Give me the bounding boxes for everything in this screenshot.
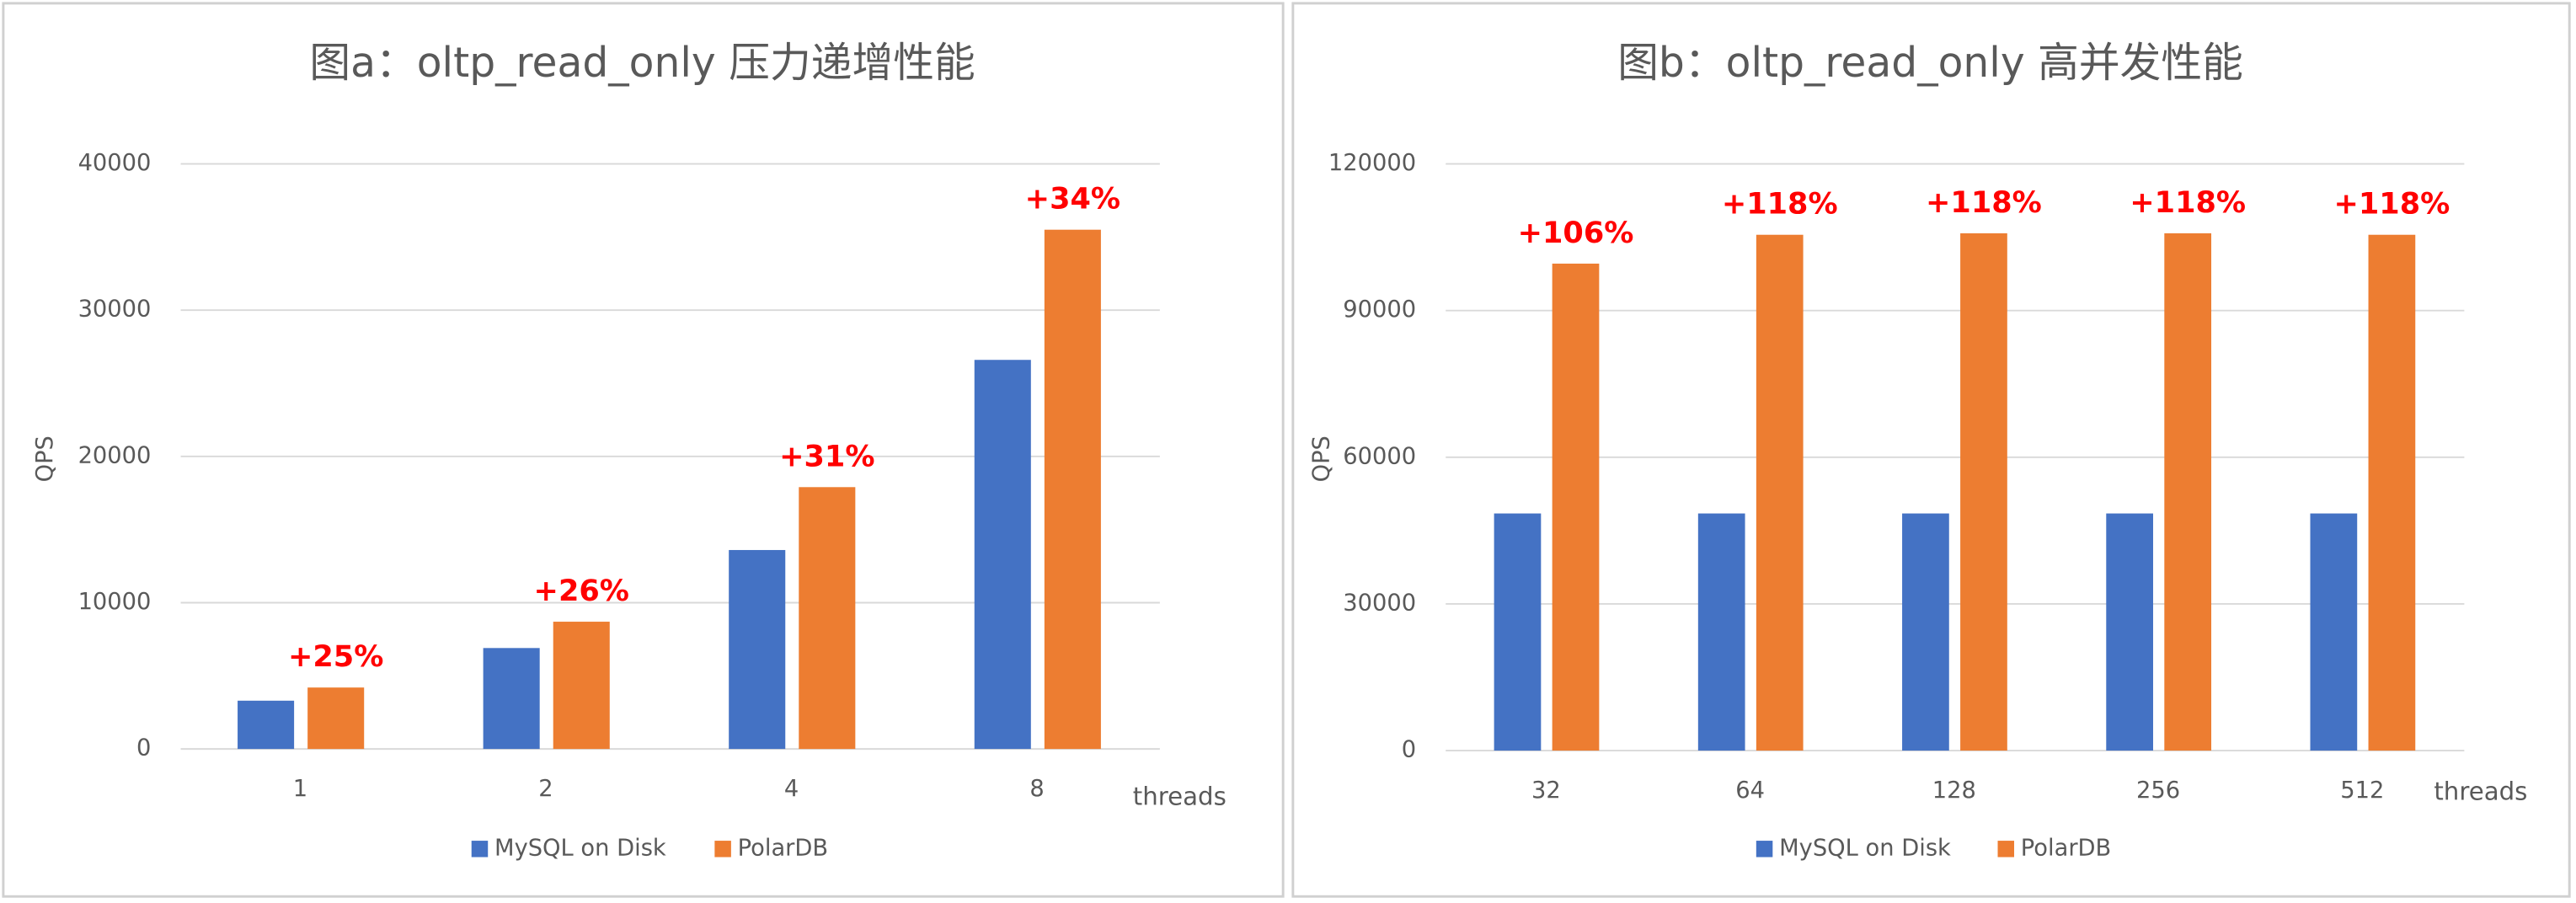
y-tick-label: 60000 — [1343, 443, 1416, 469]
bar — [1552, 263, 1600, 751]
bar — [2368, 234, 2416, 751]
bar — [553, 622, 610, 750]
legend-swatch — [1997, 841, 2015, 858]
annotation: +118% — [1722, 187, 1838, 222]
bar — [1044, 229, 1101, 750]
bar — [1960, 232, 2007, 751]
x-tick-label: 32 — [1531, 777, 1561, 804]
y-tick-label: 90000 — [1343, 297, 1416, 323]
x-tick-label: 1 — [293, 776, 307, 802]
y-tick-label: 10000 — [78, 589, 152, 615]
bar — [729, 549, 786, 750]
bar — [238, 700, 295, 750]
y-tick-label: 120000 — [1328, 150, 1416, 176]
annotation: +25% — [288, 639, 383, 674]
bar — [1756, 234, 1804, 751]
bar — [799, 487, 856, 750]
x-tick-label: 256 — [2136, 777, 2180, 804]
y-tick-label: 40000 — [78, 150, 152, 176]
bar — [483, 648, 540, 750]
legend-label: MySQL on Disk — [1779, 835, 1951, 861]
legend-swatch — [1756, 841, 1773, 858]
annotation: +118% — [2333, 187, 2450, 222]
annotation: +106% — [1518, 216, 1634, 250]
bar — [1902, 513, 1949, 751]
annotation: +31% — [779, 439, 874, 473]
x-tick-label: 4 — [784, 776, 799, 802]
legend-swatch — [471, 841, 489, 858]
y-axis-label: QPS — [32, 435, 58, 482]
x-tick-label: 64 — [1735, 777, 1765, 804]
y-axis-label: QPS — [1308, 435, 1334, 482]
x-tick-label: 512 — [2340, 777, 2384, 804]
annotation: +118% — [1926, 185, 2042, 220]
y-tick-label: 0 — [136, 735, 151, 761]
annotation: +34% — [1025, 182, 1120, 216]
bar — [974, 360, 1031, 750]
legend-label: PolarDB — [738, 835, 828, 861]
annotation: +118% — [2130, 185, 2246, 220]
bar — [307, 687, 365, 750]
bar — [1494, 513, 1542, 751]
x-axis-label: threads — [2434, 777, 2527, 806]
chart-title: 图a：oltp_read_only 压力递增性能 — [309, 40, 975, 87]
y-tick-label: 30000 — [78, 297, 152, 323]
x-axis-label: threads — [1133, 783, 1227, 811]
bar — [2106, 513, 2153, 751]
x-tick-label: 8 — [1029, 776, 1044, 802]
legend-label: PolarDB — [2021, 835, 2111, 861]
bar — [2164, 232, 2212, 751]
bar — [2310, 513, 2358, 751]
chart-title: 图b：oltp_read_only 高并发性能 — [1617, 40, 2243, 87]
legend-label: MySQL on Disk — [494, 835, 666, 861]
y-tick-label: 30000 — [1343, 590, 1416, 616]
y-tick-label: 20000 — [78, 442, 152, 468]
x-tick-label: 128 — [1932, 777, 1976, 804]
annotation: +26% — [534, 574, 629, 608]
y-tick-label: 0 — [1402, 737, 1416, 763]
legend-swatch — [714, 841, 731, 858]
x-tick-label: 2 — [538, 776, 553, 802]
bar — [1697, 513, 1745, 751]
